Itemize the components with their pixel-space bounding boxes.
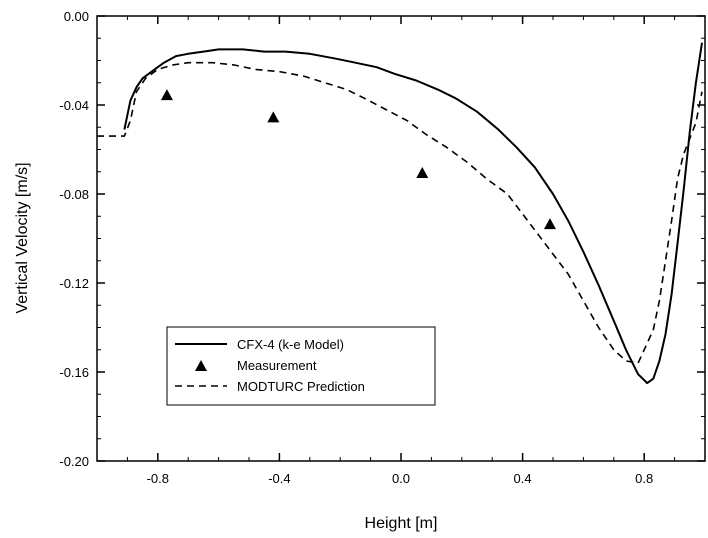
- series-line-modturc-prediction: [97, 61, 703, 364]
- legend: CFX-4 (k-e Model) Measurement MODTURC Pr…: [166, 326, 436, 406]
- x-tick-label: 0.8: [635, 471, 653, 486]
- legend-label-measurement: Measurement: [237, 358, 317, 373]
- y-axis-title: Vertical Velocity [m/s]: [14, 162, 31, 313]
- x-tick-label: 0.4: [514, 471, 532, 486]
- measurement-point: [543, 218, 556, 230]
- y-tick-label: 0.00: [64, 9, 89, 24]
- legend-label-modturc: MODTURC Prediction: [237, 379, 365, 394]
- y-tick-label: -0.16: [59, 365, 89, 380]
- axis-ticks: [96, 15, 706, 462]
- y-tick-label: -0.20: [59, 454, 89, 469]
- legend-box: [166, 326, 436, 406]
- measurement-point: [160, 89, 173, 101]
- x-tick-label: 0.0: [392, 471, 410, 486]
- legend-label-cfx: CFX-4 (k-e Model): [237, 337, 344, 352]
- legend-swatch-measurement: [195, 360, 207, 371]
- measurement-point: [416, 166, 429, 178]
- axis-tick-labels: -0.8 -0.4 0.0 0.4 0.8 0.00 -0.04 -0.08 -0.12 -0.1…: [59, 9, 653, 486]
- series-layer: [97, 42, 703, 385]
- x-tick-label: -0.8: [147, 471, 169, 486]
- series-line-cfx-4-k-e-model: [123, 42, 703, 385]
- y-tick-label: -0.04: [59, 98, 89, 113]
- y-tick-label: -0.08: [59, 187, 89, 202]
- measurement-point: [267, 111, 280, 123]
- y-tick-label: -0.12: [59, 276, 89, 291]
- x-tick-label: -0.4: [268, 471, 290, 486]
- x-axis-title: Height [m]: [365, 515, 438, 532]
